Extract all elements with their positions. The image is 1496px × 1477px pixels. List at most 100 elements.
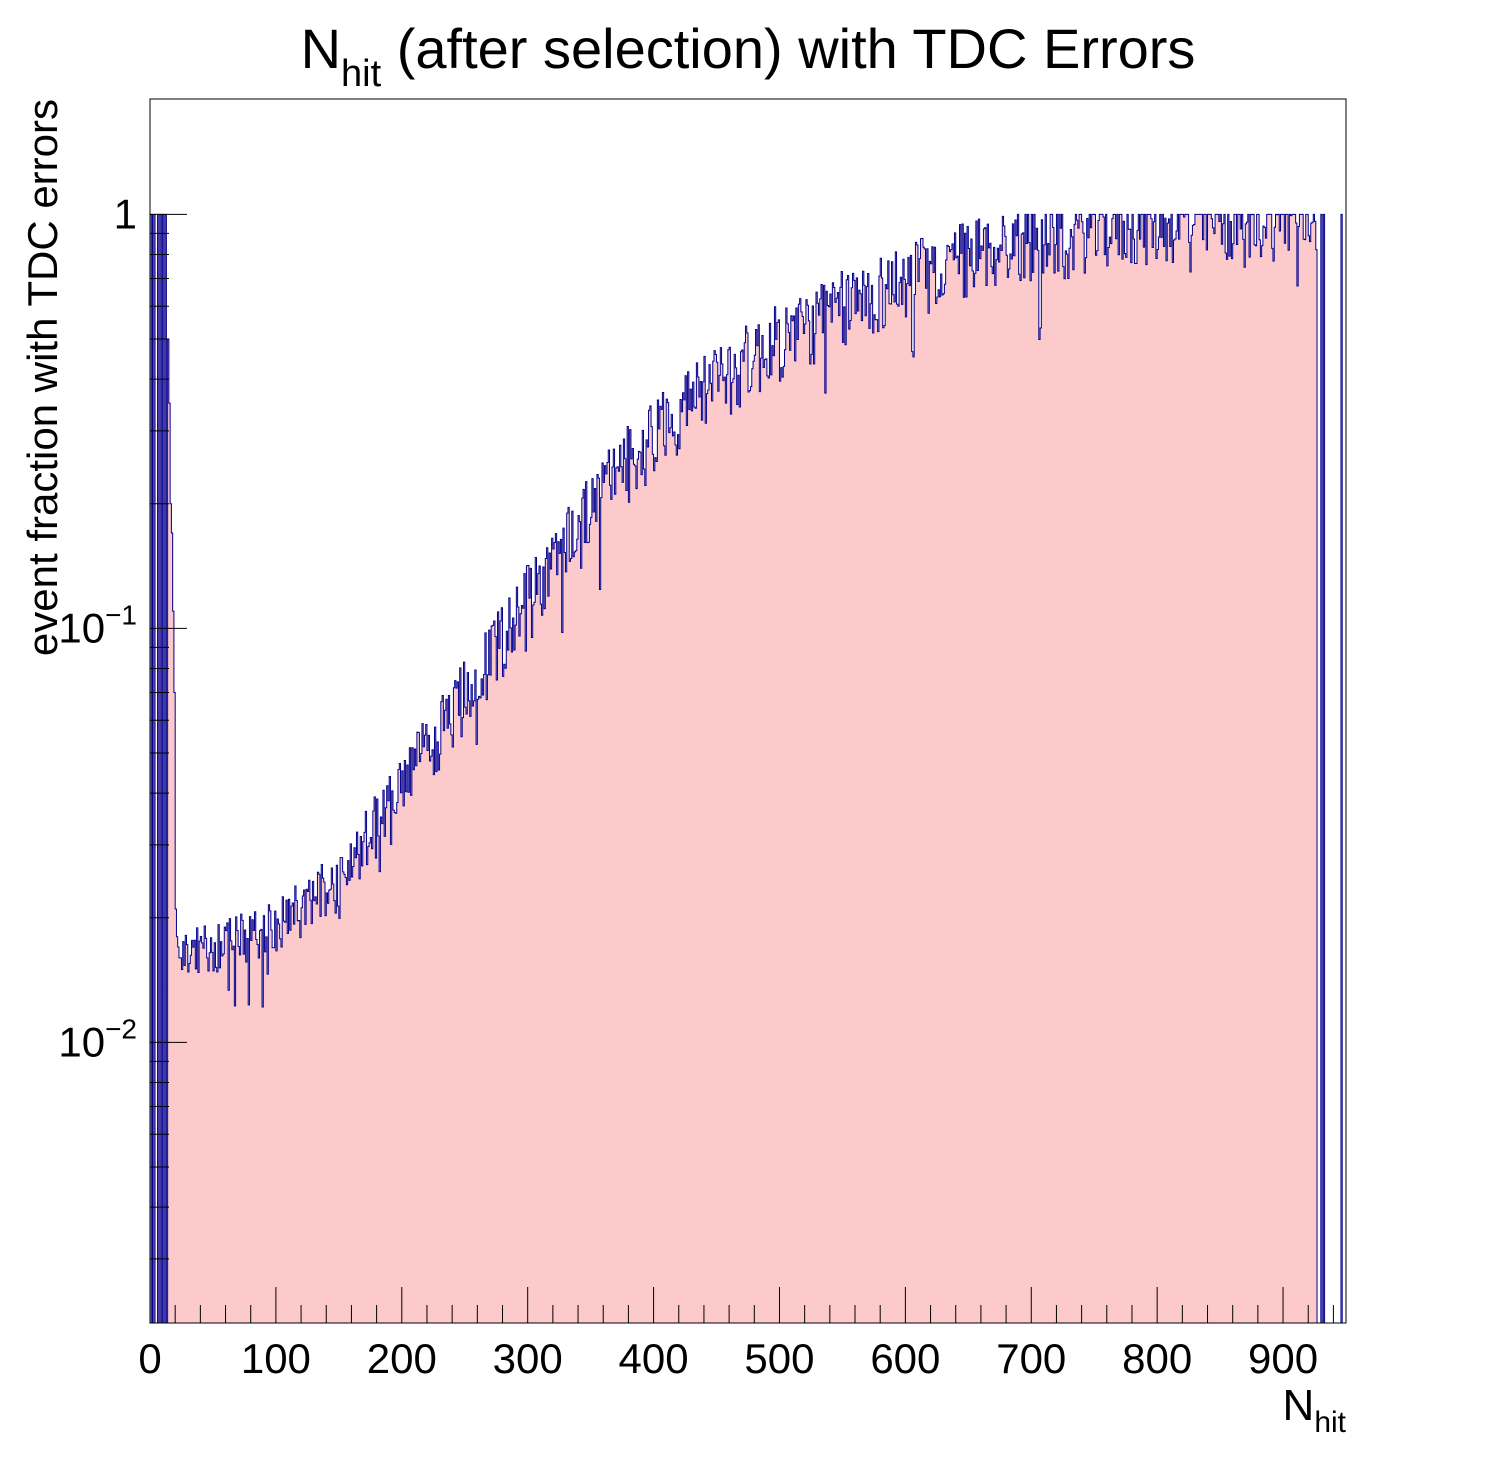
histogram-bar bbox=[833, 287, 836, 1323]
histogram-bar bbox=[454, 680, 457, 1323]
histogram-bar bbox=[916, 245, 919, 1324]
histogram-bar bbox=[876, 319, 879, 1323]
histogram-bar bbox=[1222, 223, 1225, 1324]
histogram-bar bbox=[487, 674, 490, 1323]
histogram-bar bbox=[707, 390, 710, 1323]
histogram-bar bbox=[1089, 214, 1091, 1323]
histogram-bar bbox=[1267, 214, 1270, 1323]
histogram-bar bbox=[240, 914, 243, 1323]
histogram-bar bbox=[583, 489, 585, 1323]
histogram-bar bbox=[1213, 233, 1216, 1323]
histogram-bar bbox=[1076, 220, 1079, 1323]
histogram-bar bbox=[377, 836, 380, 1323]
histogram-bar bbox=[1071, 236, 1074, 1324]
histogram-bar bbox=[1188, 242, 1191, 1323]
histogram-bar bbox=[745, 326, 748, 1323]
histogram-bar bbox=[858, 290, 861, 1323]
histogram-bar bbox=[1199, 214, 1202, 1323]
histogram-bar bbox=[268, 904, 270, 1323]
histogram-bar bbox=[381, 823, 384, 1323]
histogram-bar bbox=[615, 467, 618, 1323]
histogram-bar bbox=[1256, 214, 1259, 1323]
histogram-bar bbox=[664, 455, 667, 1323]
histogram-bar bbox=[280, 946, 283, 1323]
histogram-bar bbox=[489, 675, 492, 1323]
histogram-bar bbox=[1085, 257, 1088, 1323]
histogram-bar bbox=[353, 847, 356, 1323]
histogram-bar bbox=[759, 391, 761, 1323]
histogram-bar bbox=[430, 756, 433, 1323]
histogram-bar bbox=[1269, 214, 1271, 1323]
x-tick-label: 100 bbox=[241, 1335, 311, 1382]
histogram-bar bbox=[481, 678, 483, 1323]
histogram-bar bbox=[1296, 285, 1299, 1324]
histogram-line bbox=[150, 213, 1346, 1324]
histogram-bar bbox=[1288, 250, 1290, 1323]
histogram-bar bbox=[787, 323, 789, 1323]
histogram-bar bbox=[953, 259, 955, 1323]
histogram-bar bbox=[911, 351, 914, 1323]
histogram-bar bbox=[693, 406, 696, 1323]
histogram-bar bbox=[1011, 258, 1013, 1323]
histogram-bar bbox=[1055, 244, 1057, 1323]
histogram-bar bbox=[1204, 214, 1207, 1323]
histogram-bar bbox=[463, 662, 466, 1323]
histogram-bar bbox=[1101, 214, 1104, 1323]
histogram-bar bbox=[591, 478, 594, 1324]
histogram-bar bbox=[389, 776, 391, 1323]
histogram-bar bbox=[1133, 239, 1135, 1323]
histogram-bar bbox=[394, 812, 396, 1323]
histogram-bar bbox=[434, 727, 437, 1323]
histogram-bar bbox=[988, 247, 991, 1324]
histogram-bar bbox=[1264, 227, 1266, 1323]
histogram-bar bbox=[985, 285, 988, 1323]
histogram-bar bbox=[1221, 244, 1224, 1323]
histogram-bar bbox=[259, 930, 262, 1323]
histogram-bar bbox=[1274, 227, 1276, 1323]
histogram-bar bbox=[1167, 223, 1169, 1323]
histogram-bar bbox=[946, 245, 949, 1324]
histogram-bar bbox=[1153, 221, 1156, 1323]
histogram-bar bbox=[1203, 214, 1206, 1323]
histogram-bar bbox=[737, 375, 740, 1323]
histogram-bar bbox=[332, 884, 335, 1323]
histogram-bar bbox=[1279, 230, 1281, 1323]
histogram-bar bbox=[1308, 235, 1310, 1324]
histogram-bar bbox=[788, 332, 790, 1324]
histogram-bar bbox=[1099, 214, 1101, 1323]
histogram-bar bbox=[183, 965, 186, 1323]
histogram-bar bbox=[722, 380, 725, 1323]
histogram-bar bbox=[439, 754, 442, 1323]
histogram-bar bbox=[567, 507, 570, 1323]
histogram-bar bbox=[627, 426, 629, 1324]
histogram-bar bbox=[239, 954, 242, 1323]
histogram-bar bbox=[601, 463, 604, 1324]
histogram-bar bbox=[1237, 214, 1240, 1323]
histogram-bar bbox=[815, 292, 818, 1324]
histogram-bar bbox=[1155, 258, 1158, 1323]
histogram-bar bbox=[1056, 214, 1059, 1323]
histogram-bar bbox=[1240, 228, 1242, 1323]
x-axis: 0 100 200 300 400 500 600 700 800 900 bbox=[138, 1287, 1334, 1382]
histogram-bar bbox=[596, 474, 599, 1323]
histogram-bar bbox=[878, 276, 881, 1324]
histogram-bar bbox=[935, 303, 938, 1324]
histogram-bar bbox=[346, 884, 349, 1323]
histogram-bar bbox=[798, 304, 801, 1323]
histogram-bar bbox=[842, 342, 845, 1323]
histogram-bar bbox=[1057, 271, 1060, 1324]
histogram-bar bbox=[926, 248, 929, 1324]
histogram-bar bbox=[822, 332, 824, 1323]
histogram-bar bbox=[719, 375, 721, 1323]
histogram-bar bbox=[1094, 214, 1096, 1323]
histogram-bar bbox=[403, 805, 405, 1323]
histogram-bar bbox=[1306, 214, 1309, 1323]
histogram-bar bbox=[1086, 218, 1089, 1324]
histogram-bar bbox=[1075, 214, 1077, 1323]
histogram-bar bbox=[364, 832, 366, 1323]
histogram-bar bbox=[249, 916, 252, 1323]
histogram-bar bbox=[996, 259, 998, 1324]
histogram-bar bbox=[1293, 214, 1295, 1323]
histogram-bar bbox=[426, 750, 429, 1323]
histogram-bar bbox=[492, 625, 495, 1323]
